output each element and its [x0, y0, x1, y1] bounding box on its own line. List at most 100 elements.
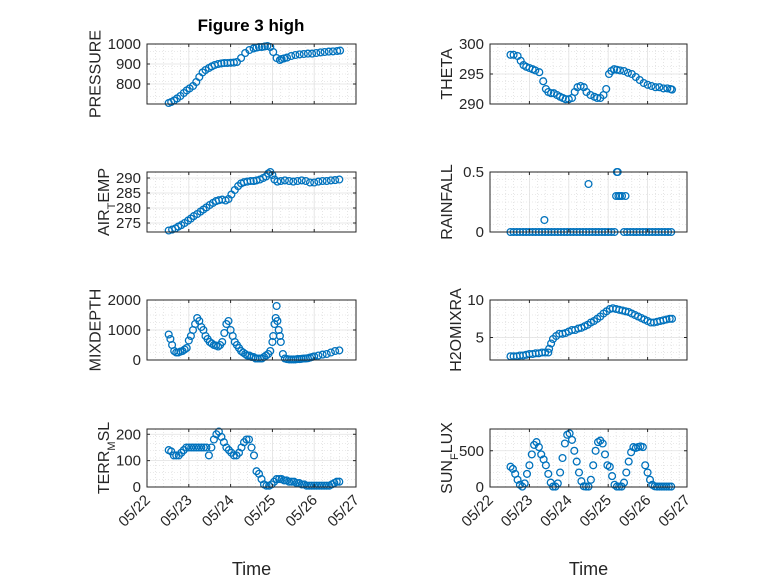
data-point [237, 53, 246, 63]
data-point [324, 47, 333, 56]
data-point [285, 477, 294, 486]
data-point [299, 49, 308, 59]
data-point [276, 337, 285, 347]
data-point [608, 472, 617, 481]
data-point [310, 481, 319, 490]
y-tick-label: 290 [459, 96, 484, 113]
data-point [318, 350, 327, 359]
data-point [302, 481, 311, 490]
y-tick-label: 2000 [108, 292, 141, 309]
data-point [244, 435, 254, 444]
data-point [182, 443, 191, 452]
data-point [589, 461, 598, 470]
data-point [222, 443, 231, 452]
y-tick-label: 0 [476, 479, 484, 496]
data-point [252, 467, 261, 476]
x-axis-label: Time [569, 559, 608, 579]
data-point [655, 83, 664, 92]
data-point [586, 475, 595, 484]
data-point [326, 348, 335, 357]
data-point [322, 176, 331, 186]
data-point [224, 446, 233, 455]
data-point [662, 315, 671, 324]
data-point [537, 450, 546, 459]
data-point [275, 331, 284, 341]
axes-box [146, 43, 357, 105]
data-point [639, 78, 648, 88]
data-point [544, 348, 553, 357]
data-point [508, 464, 517, 473]
y-axis-label: AIRTEMP [96, 168, 118, 236]
data-point [189, 443, 198, 452]
data-point [169, 451, 178, 460]
data-point [247, 443, 256, 452]
data-point [264, 169, 273, 178]
data-point [252, 176, 261, 185]
y-axis-label: RAINFALL [439, 164, 456, 240]
data-point [335, 346, 344, 355]
data-point [218, 337, 227, 347]
data-point [289, 177, 298, 186]
y-axis-label: MIXDEPTH [88, 289, 105, 372]
data-point [312, 48, 321, 58]
data-point [641, 461, 650, 470]
y-tick-label: 0.5 [463, 164, 484, 181]
data-point [515, 480, 524, 489]
data-point [310, 178, 319, 187]
y-tick-label: 275 [116, 215, 141, 232]
figure-title: Figure 3 high [198, 16, 305, 35]
data-point [638, 443, 647, 452]
y-tick-label: 1000 [108, 322, 141, 339]
data-point [220, 328, 229, 338]
data-point [591, 446, 600, 455]
data-point [246, 176, 255, 186]
data-point [621, 191, 630, 201]
y-axis-label: SUNFLUX [439, 422, 461, 494]
data-point [667, 314, 677, 323]
data-point [665, 314, 674, 323]
data-point [187, 443, 196, 452]
data-point [293, 176, 302, 186]
x-axis-label: Time [232, 559, 271, 579]
data-point [229, 58, 238, 67]
data-point [167, 447, 176, 456]
y-tick-label: 0 [133, 352, 141, 369]
data-point [182, 343, 191, 353]
data-point [307, 481, 316, 490]
data-point [335, 477, 344, 486]
data-point [643, 468, 652, 477]
data-point [331, 176, 340, 185]
data-point [663, 84, 672, 93]
subplot-4: 0 0.5 RAINFALL [439, 164, 688, 241]
data-point [619, 478, 629, 487]
data-point [558, 453, 567, 463]
data-point [335, 175, 344, 184]
data-point [282, 53, 292, 62]
plot-area [490, 172, 687, 232]
data-point [584, 179, 593, 189]
data-point [266, 346, 275, 356]
data-point [667, 85, 677, 94]
data-point [598, 439, 607, 448]
y-axis-label: THETA [439, 48, 456, 100]
data-point [605, 462, 614, 471]
data-point [164, 330, 173, 339]
y-axis-label: H2OMIXRA [448, 288, 465, 372]
data-point [280, 476, 289, 485]
data-point [318, 176, 327, 186]
data-point [262, 481, 271, 490]
data-point [262, 351, 271, 360]
data-point [544, 469, 553, 478]
y-axis-label: PRESSURE [88, 30, 105, 118]
data-point [278, 349, 287, 359]
data-point [180, 345, 189, 354]
data-point [245, 351, 254, 360]
y-tick-label: 5 [476, 330, 484, 347]
